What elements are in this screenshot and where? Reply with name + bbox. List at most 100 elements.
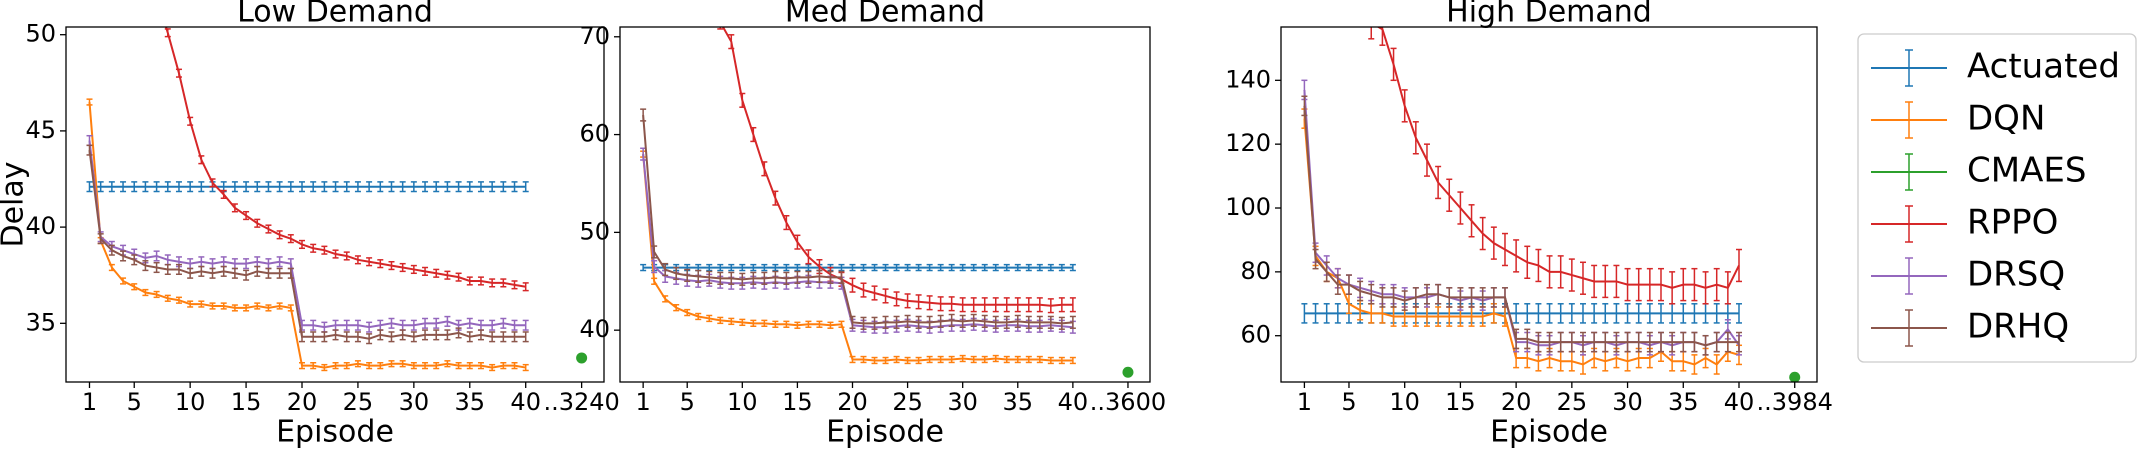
error-bar (220, 302, 227, 310)
error-bar (1535, 248, 1542, 283)
error-bar (299, 181, 306, 193)
error-bar (1003, 263, 1010, 272)
error-bar (1014, 263, 1021, 272)
error-bar (1657, 267, 1664, 302)
error-bar (948, 355, 955, 364)
error-bar (1058, 356, 1065, 365)
x-tick-label: 10 (175, 388, 206, 416)
error-bar (243, 210, 250, 221)
error-bar (120, 277, 127, 285)
error-bar (1435, 165, 1442, 200)
error-bar (1069, 263, 1076, 272)
error-bar (299, 331, 306, 343)
axes-frame (65, 26, 605, 383)
error-bar (1524, 328, 1531, 350)
x-tick-label: 30 (947, 388, 978, 416)
error-bar (422, 329, 429, 341)
error-bar (1557, 255, 1564, 289)
error-bar (343, 251, 350, 261)
error-bar (489, 363, 496, 372)
error-bar (915, 294, 922, 310)
error-bar (1501, 232, 1508, 267)
error-bar (1591, 303, 1598, 324)
error-bar (926, 263, 933, 272)
error-bar (783, 271, 790, 285)
error-bar (131, 283, 138, 291)
error-bar (86, 144, 93, 156)
error-bar (838, 263, 845, 272)
error-bar (433, 268, 440, 278)
error-bar (959, 354, 966, 363)
error-bar (772, 263, 779, 272)
legend: Actuated DQN CMAES RPPO DRSQ DRHQ (1857, 33, 2137, 363)
error-bar (794, 270, 801, 284)
x-tick-label: 10 (727, 388, 758, 416)
series-line (88, 150, 526, 340)
error-bar (673, 266, 680, 281)
error-bar (198, 181, 205, 193)
series-line (642, 154, 1073, 362)
error-bar (959, 263, 966, 272)
error-bar (838, 270, 845, 284)
error-bar (466, 317, 473, 329)
error-bar (1047, 263, 1054, 272)
error-bar (310, 319, 317, 331)
error-bar (1435, 283, 1442, 305)
error-bar (231, 203, 238, 213)
error-bar (1680, 331, 1687, 353)
error-bar (1691, 303, 1698, 324)
error-bar (827, 270, 834, 284)
error-bar (739, 92, 746, 108)
error-bar (717, 316, 724, 325)
error-bar (522, 282, 529, 292)
error-bar (893, 291, 900, 307)
error-bar (511, 331, 518, 343)
error-bar (1036, 297, 1043, 313)
error-bar (243, 304, 250, 312)
y-tick-label: 60 (1240, 321, 1271, 349)
error-bar (673, 303, 680, 312)
error-bar (209, 178, 216, 188)
error-bar (500, 331, 507, 343)
error-bar (332, 329, 339, 341)
y-tick-label: 40 (25, 212, 56, 240)
error-bar (1613, 303, 1620, 324)
error-bar (366, 257, 373, 267)
error-bar (1301, 303, 1308, 324)
error-bar (1646, 331, 1653, 353)
error-bar (992, 263, 999, 272)
error-bar (882, 288, 889, 304)
error-bar (198, 300, 205, 308)
x-tick-label: 20 (287, 388, 318, 416)
error-bar (444, 315, 451, 327)
error-bar (1334, 274, 1341, 295)
error-bar (893, 355, 900, 364)
error-bar (871, 285, 878, 301)
error-bar (937, 355, 944, 364)
error-bar (1635, 303, 1642, 324)
error-bar (761, 161, 768, 177)
error-bar (410, 331, 417, 343)
error-bar (1014, 355, 1021, 364)
error-bar (750, 126, 757, 143)
y-tick-label: 45 (25, 116, 56, 144)
error-bar (287, 234, 294, 244)
error-bar (926, 295, 933, 311)
error-bar (761, 271, 768, 285)
error-bar (640, 108, 647, 122)
error-bar (1568, 303, 1575, 324)
error-bar (948, 313, 955, 328)
error-bar (959, 314, 966, 328)
error-bar (477, 329, 484, 341)
error-bar (783, 214, 790, 231)
error-bar (1735, 303, 1742, 324)
error-bar (1579, 331, 1586, 353)
error-bar (1724, 271, 1731, 305)
error-bar (366, 181, 373, 193)
error-bar (1579, 261, 1586, 295)
error-bar (970, 313, 977, 328)
error-bar (1423, 283, 1430, 305)
error-bar (1069, 356, 1076, 365)
error-bar (187, 267, 194, 279)
error-bar (783, 320, 790, 328)
